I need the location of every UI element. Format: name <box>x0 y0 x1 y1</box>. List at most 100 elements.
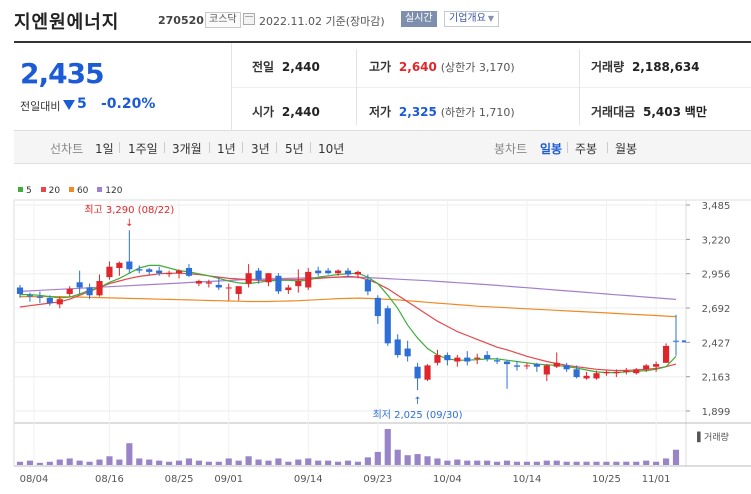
volume-bar <box>265 460 272 465</box>
period-1w[interactable]: 1주일 <box>128 142 158 156</box>
candle-body <box>195 280 202 284</box>
candle-body <box>384 308 391 344</box>
candle-body <box>424 365 431 380</box>
volume-bar <box>424 456 431 465</box>
candle-body <box>563 365 570 370</box>
volume-bar <box>523 461 530 465</box>
candle-body <box>136 269 143 271</box>
x-tick-label: 10/04 <box>433 474 462 485</box>
divider <box>119 142 120 153</box>
period-3m[interactable]: 3개월 <box>172 142 202 156</box>
candle-body <box>583 375 590 379</box>
candle-body <box>454 357 461 362</box>
x-tick-label: 10/14 <box>512 474 541 485</box>
candle-body <box>106 266 113 278</box>
high-value: 2,640 <box>398 60 437 74</box>
realtime-button[interactable]: 실시간 <box>401 11 437 27</box>
candle-body <box>315 270 322 274</box>
candle-body <box>255 270 262 280</box>
period-5y[interactable]: 5년 <box>285 142 304 156</box>
period-daily[interactable]: 일봉 <box>540 142 563 156</box>
period-10y[interactable]: 10년 <box>318 142 345 156</box>
volume-bar <box>494 461 501 465</box>
volume-bar <box>225 458 232 465</box>
candle-body <box>285 287 292 291</box>
divider <box>607 142 608 153</box>
x-tick-label: 08/04 <box>20 474 49 485</box>
ma60-line <box>20 296 677 318</box>
volume-bar <box>364 457 371 465</box>
volume-bar <box>464 460 471 465</box>
candle-body <box>126 261 133 270</box>
candle-body <box>653 364 660 367</box>
volume-bar <box>275 458 282 465</box>
change-label: 전일대비 <box>20 100 61 113</box>
volume-bar <box>146 459 153 465</box>
candle-body <box>166 273 173 275</box>
x-tick-label: 09/14 <box>294 474 323 485</box>
candle-body <box>205 282 212 284</box>
divider <box>276 142 277 153</box>
candle-body <box>235 286 242 294</box>
market-badge: 코스닥 <box>205 12 241 28</box>
candle-body <box>325 270 332 274</box>
volume-bar <box>195 460 202 465</box>
candle-body <box>305 271 312 288</box>
volume-bar <box>175 460 183 465</box>
line-chart-label: 선차트 <box>50 142 84 156</box>
stock-header: 지엔원에너지 270520 코스닥 2022.11.02 기준(장마감) 실시간… <box>0 0 751 40</box>
upper-limit: (상한가 3,170) <box>440 61 515 74</box>
divider <box>567 142 568 153</box>
volume-bar <box>185 458 193 465</box>
candle-body <box>66 288 73 294</box>
candle-chart-label: 봉차트 <box>494 142 528 156</box>
volume-bar <box>653 461 660 465</box>
volume: 거래량 2,188,634 <box>591 58 700 75</box>
candle-body <box>503 361 511 365</box>
low-value: 2,325 <box>398 105 437 119</box>
period-3y[interactable]: 3년 <box>251 142 270 156</box>
volume-bar <box>563 461 570 465</box>
volume-bar <box>573 461 580 465</box>
volume-bar <box>255 459 262 465</box>
candle-body <box>344 270 352 275</box>
volume-bar <box>235 460 242 465</box>
volume-bar <box>315 460 322 465</box>
x-tick-label: 09/01 <box>214 474 243 485</box>
period-monthly[interactable]: 월봉 <box>615 142 638 156</box>
candle-body <box>533 364 540 367</box>
volume-bar <box>643 460 650 465</box>
volume-bar <box>543 460 550 465</box>
candle-body <box>414 366 421 379</box>
ma-legend: 5 20 60 120 <box>18 186 122 196</box>
period-weekly[interactable]: 주봉 <box>575 142 598 156</box>
volume-bar <box>454 459 461 465</box>
trade-amount: 거래대금 5,403 백만 <box>591 103 707 120</box>
volume-bar <box>325 460 332 465</box>
row-divider <box>232 87 751 88</box>
high-price: 고가 2,640 (상한가 3,170) <box>369 58 515 75</box>
candle-body <box>265 273 272 283</box>
amount-label: 거래대금 <box>591 105 636 119</box>
company-name[interactable]: 지엔원에너지 <box>14 12 120 33</box>
current-price-panel: 2,435 전일대비 5 -0.20% <box>14 43 232 131</box>
candle-body <box>295 280 302 287</box>
open-value: 2,440 <box>281 105 320 119</box>
prev-close-label: 전일 <box>252 60 275 74</box>
prev-close: 전일 2,440 <box>252 58 320 75</box>
candle-body <box>613 371 620 374</box>
volume-bar <box>86 461 93 465</box>
volume-bar <box>126 443 133 465</box>
period-1d[interactable]: 1일 <box>95 142 114 156</box>
volume-value: 2,188,634 <box>631 60 700 74</box>
candle-body <box>662 345 670 363</box>
candle-body <box>245 273 252 284</box>
candle-body <box>434 355 441 363</box>
divider <box>209 142 210 153</box>
period-1y[interactable]: 1년 <box>217 142 236 156</box>
candle-body <box>215 284 222 288</box>
y-tick-label: 2,163 <box>702 373 731 384</box>
y-tick-label: 2,427 <box>702 338 731 349</box>
company-info-button[interactable]: 기업개요 ▼ <box>444 11 499 27</box>
volume-bar <box>384 429 391 465</box>
